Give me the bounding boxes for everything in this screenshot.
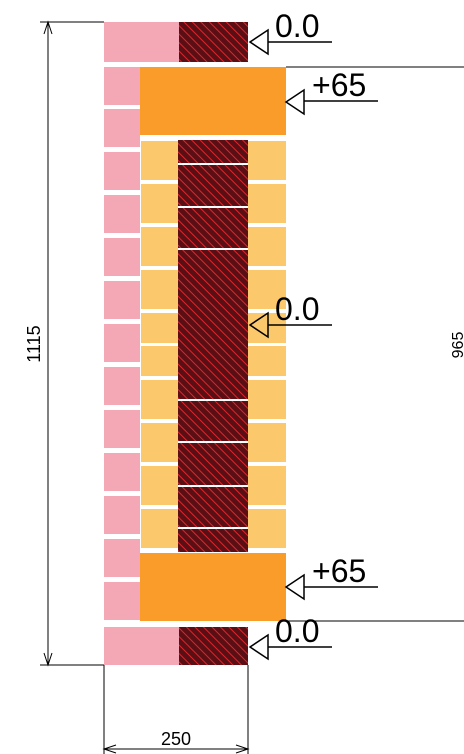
pink-brick-cap-bottom <box>104 627 179 665</box>
level-marker-middle <box>248 311 332 339</box>
dimension-right-label: 965 <box>450 332 464 359</box>
light-brick <box>248 141 286 180</box>
light-brick <box>141 227 178 266</box>
light-brick <box>141 466 178 505</box>
level-marker-top <box>248 28 332 56</box>
hatched-core-main <box>178 140 248 552</box>
light-brick-column-left <box>141 141 178 548</box>
light-brick <box>141 509 178 548</box>
pink-brick <box>104 582 140 620</box>
pink-brick <box>104 238 140 276</box>
pink-brick <box>104 496 140 534</box>
pink-brick <box>104 539 140 577</box>
light-brick <box>248 466 286 505</box>
light-brick <box>248 346 286 376</box>
pink-brick <box>104 324 140 362</box>
light-brick <box>141 423 178 462</box>
pink-brick <box>104 453 140 491</box>
pink-brick <box>104 410 140 448</box>
light-brick <box>141 313 178 343</box>
hatched-core-top <box>179 22 248 62</box>
pink-brick <box>104 152 140 190</box>
pink-brick <box>104 67 140 105</box>
orange-block-bottom <box>140 553 286 621</box>
orange-block-top <box>140 67 286 135</box>
light-brick <box>248 270 286 309</box>
dimension-height-label: 1115 <box>24 325 44 362</box>
pink-brick-cap-top <box>104 22 179 62</box>
hatched-core <box>178 22 248 665</box>
dimension-width-bottom <box>102 665 250 754</box>
light-brick-column-right <box>248 141 286 548</box>
pink-brick <box>104 367 140 405</box>
level-marker-lower <box>284 573 378 601</box>
level-marker-upper <box>284 88 378 116</box>
light-brick <box>141 184 178 223</box>
light-brick <box>141 380 178 419</box>
dimension-width-label: 250 <box>161 729 191 749</box>
light-brick <box>141 346 178 376</box>
pink-brick <box>104 109 140 147</box>
dimension-height-left <box>40 20 104 667</box>
light-brick <box>248 509 286 548</box>
hatched-core-bottom <box>179 627 248 665</box>
pink-brick-column <box>104 22 179 665</box>
level-label-middle: 0.0 <box>275 291 319 327</box>
light-brick <box>248 380 286 419</box>
level-label-bottom: 0.0 <box>275 613 319 649</box>
light-brick <box>248 423 286 462</box>
level-label-lower: +65 <box>312 553 366 589</box>
level-label-upper: +65 <box>312 67 366 103</box>
light-brick <box>141 141 178 180</box>
pink-brick <box>104 195 140 233</box>
light-brick <box>248 184 286 223</box>
pink-brick <box>104 281 140 319</box>
level-label-top: 0.0 <box>275 8 319 44</box>
light-brick <box>248 227 286 266</box>
level-marker-bottom <box>248 633 332 661</box>
light-brick <box>141 270 178 309</box>
